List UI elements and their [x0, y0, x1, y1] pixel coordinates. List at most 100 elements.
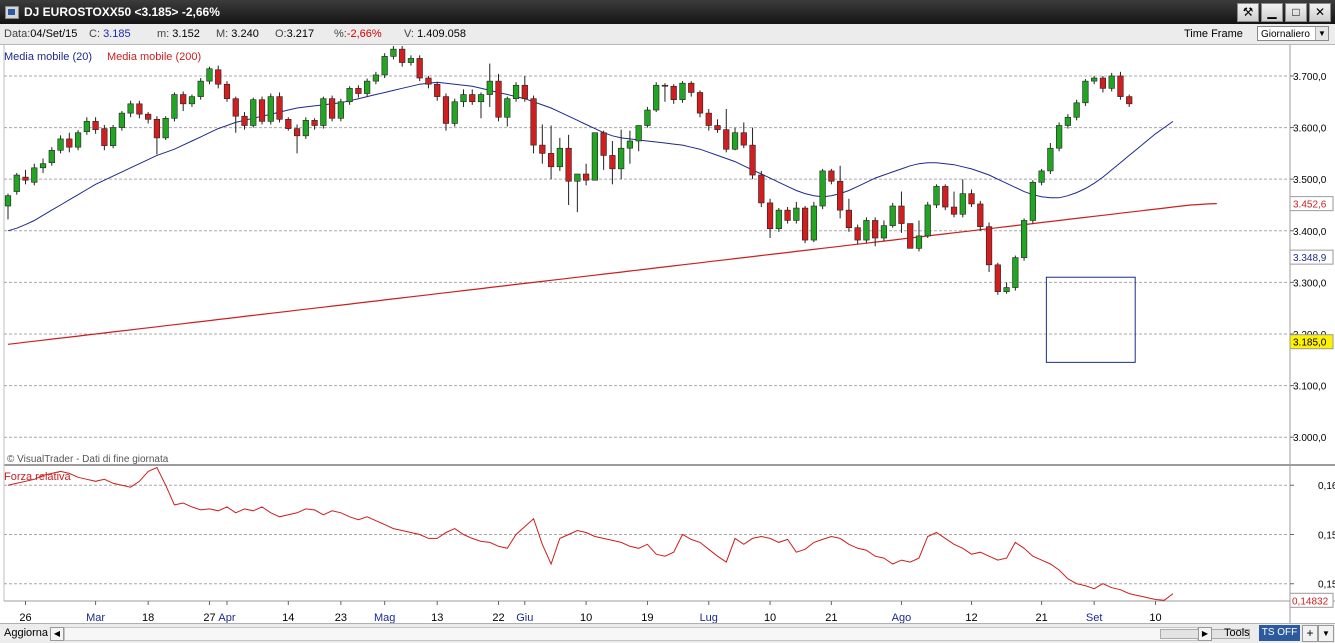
x-tick-label: Mag [374, 612, 395, 623]
candle [101, 124, 108, 151]
candle-body [679, 82, 686, 101]
candle-body [110, 127, 117, 146]
candle-body [302, 120, 309, 137]
candle-body [661, 84, 669, 87]
candle-body [215, 69, 222, 85]
candle-body [635, 125, 642, 142]
candle [57, 135, 64, 154]
candle-body [863, 220, 870, 241]
candle [530, 95, 537, 154]
x-tick-label: 10 [1149, 612, 1161, 623]
candle-body [232, 98, 239, 117]
candle [775, 208, 782, 232]
bottom-toolbar: Aggiorna ◀ ▶ Tools TS OFF + ▼ [0, 623, 1335, 643]
scroll-right-icon[interactable]: ▶ [1198, 627, 1212, 641]
candle-body [92, 121, 99, 130]
candle-body [320, 98, 327, 126]
price-tag-box [1289, 592, 1334, 608]
horizontal-scrollbar[interactable] [64, 627, 1250, 641]
candle-body [1091, 77, 1098, 82]
candle [933, 184, 940, 209]
close-icon[interactable]: ✕ [1309, 3, 1331, 22]
candle [215, 65, 222, 89]
candle [880, 220, 888, 242]
candle [872, 217, 879, 247]
candle [434, 82, 441, 101]
candle [22, 169, 29, 185]
candle [206, 66, 213, 85]
candle-body [495, 80, 502, 118]
candle-body [837, 180, 844, 211]
price-tag-box [1289, 334, 1334, 350]
candle [302, 117, 309, 139]
candle-body [258, 99, 266, 122]
scroll-left-icon[interactable]: ◀ [50, 627, 64, 641]
timeframe-select[interactable]: Giornaliero ▼ [1257, 26, 1329, 41]
add-icon[interactable]: + [1302, 625, 1318, 642]
x-tick-label: 21 [1035, 612, 1047, 623]
candle [258, 96, 266, 125]
candle [635, 125, 642, 152]
candle-body [1047, 147, 1054, 172]
window-title: DJ EUROSTOXX50 <3.185> -2,66% [24, 5, 220, 19]
candle-body [600, 132, 607, 156]
candle-body [197, 80, 204, 97]
x-tick-label: 19 [641, 612, 653, 623]
candle [267, 93, 274, 125]
candle-body [766, 202, 774, 230]
candle-body [460, 94, 467, 103]
candle-body [127, 103, 134, 114]
candle [731, 127, 739, 151]
candle [127, 100, 134, 118]
ts-off-button[interactable]: TS OFF [1259, 625, 1300, 641]
candle [854, 224, 861, 245]
candle [793, 201, 800, 224]
x-tick-label: 13 [431, 612, 443, 623]
candle [197, 78, 204, 100]
candle [162, 116, 169, 140]
tools-button[interactable]: Tools [1224, 627, 1250, 639]
chevron-down-icon[interactable]: ▼ [1318, 625, 1334, 642]
candle [92, 117, 99, 134]
candle-body [740, 132, 747, 146]
candle [810, 201, 817, 243]
candle-body [530, 98, 537, 146]
tools-icon[interactable]: ⚒ [1237, 3, 1259, 22]
candle-body [644, 109, 651, 126]
candle [171, 92, 178, 122]
candle-body [364, 80, 371, 94]
maximize-icon[interactable]: □ [1285, 3, 1307, 22]
candle [749, 127, 756, 180]
candle-body [223, 83, 231, 99]
candle [416, 55, 423, 82]
candle-body [1099, 77, 1107, 89]
candle-body [854, 227, 861, 241]
open-info: O:3.217 [275, 28, 315, 40]
candle [399, 46, 406, 67]
candle-body [924, 204, 931, 237]
candle [1020, 218, 1028, 261]
refresh-button[interactable]: Aggiorna [4, 627, 49, 639]
candle-body [285, 119, 292, 129]
x-tick-label: 22 [492, 612, 504, 623]
candle [583, 163, 590, 186]
chart-area[interactable]: 3.000,03.100,03.200,03.300,03.400,03.500… [0, 45, 1335, 623]
y-tick-label: 3.500,0 [1293, 175, 1327, 186]
candle-body [819, 170, 826, 207]
candle-body [399, 48, 406, 63]
candle-body [267, 96, 274, 122]
candle [74, 130, 82, 151]
candle-body [355, 88, 362, 94]
candle-body [696, 92, 704, 114]
candle-body [293, 128, 301, 137]
candle [898, 191, 905, 233]
minimize-icon[interactable]: ▁ [1261, 3, 1283, 22]
candle-body [591, 132, 598, 181]
timeframe-label: Time Frame [1184, 28, 1243, 40]
candle [924, 201, 931, 239]
candle [714, 119, 721, 133]
candle [802, 206, 809, 244]
candle-body [1003, 287, 1010, 292]
candle [381, 53, 388, 79]
candle-body [74, 132, 82, 148]
